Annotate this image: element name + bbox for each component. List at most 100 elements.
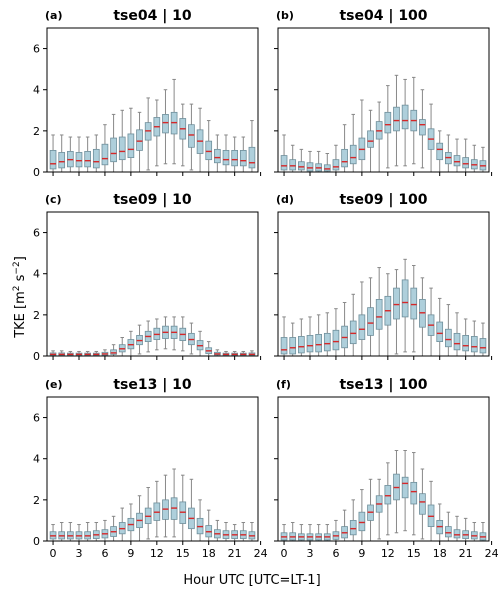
box-4-hour-14 <box>401 258 409 353</box>
box-4-hour-5 <box>323 312 331 357</box>
box-1-hour-0 <box>49 134 57 173</box>
box-5-hour-23 <box>248 521 256 542</box>
box-5-hour-20 <box>222 521 230 542</box>
box-1-hour-9 <box>127 107 135 173</box>
x-tick-label: 21 <box>459 547 473 560</box>
box-4-hour-4 <box>315 314 322 357</box>
box-iqr <box>332 329 340 351</box>
box-iqr <box>332 159 340 171</box>
box-5-hour-6 <box>101 519 109 542</box>
x-tick-label: 12 <box>150 547 164 560</box>
box-3-hour-5 <box>92 350 100 357</box>
box-5-hour-5 <box>92 521 100 542</box>
box-iqr <box>349 144 357 165</box>
x-tick-label: 6 <box>332 547 339 560</box>
box-5-hour-11 <box>144 487 152 540</box>
box-iqr <box>462 157 469 169</box>
box-2-hour-6 <box>332 144 340 173</box>
box-iqr <box>101 143 109 166</box>
box-2-hour-1 <box>289 144 297 173</box>
box-iqr <box>214 148 221 164</box>
box-1-hour-1 <box>58 134 66 173</box>
box-3-hour-3 <box>75 350 83 357</box>
box-6-hour-5 <box>323 524 331 542</box>
box-iqr <box>419 493 426 515</box>
box-iqr <box>358 314 366 340</box>
box-5-hour-13 <box>162 474 169 538</box>
panel-2: (b) tse04 | 100 <box>274 8 493 176</box>
box-1-hour-4 <box>84 136 91 173</box>
y-tick-label: 4 <box>33 268 40 281</box>
box-3-hour-2 <box>67 350 74 357</box>
box-4-hour-2 <box>298 318 305 357</box>
box-5-hour-8 <box>118 507 126 542</box>
box-3-hour-22 <box>239 350 247 357</box>
box-5-hour-14 <box>170 468 178 538</box>
box-6-hour-18 <box>436 503 444 542</box>
axes-frame <box>46 211 259 357</box>
box-iqr <box>445 526 452 538</box>
panel-title: tse04 | 100 <box>339 8 427 24</box>
box-iqr <box>470 336 478 353</box>
box-iqr <box>436 142 444 161</box>
box-2-hour-15 <box>410 76 418 165</box>
box-4-hour-19 <box>445 304 452 357</box>
box-6-hour-7 <box>341 509 348 542</box>
box-6-hour-17 <box>427 480 435 542</box>
box-4-hour-10 <box>367 277 374 357</box>
axes-frame <box>277 27 490 173</box>
box-3-hour-9 <box>127 330 135 357</box>
box-6-hour-14 <box>401 449 409 532</box>
box-4-hour-16 <box>419 277 426 357</box>
box-2-hour-17 <box>427 103 435 173</box>
x-axis-label: Hour UTC [UTC=LT-1] <box>183 573 320 588</box>
box-2-hour-18 <box>436 130 444 173</box>
box-6-hour-4 <box>315 524 322 542</box>
box-1-hour-5 <box>92 134 100 173</box>
box-6-hour-19 <box>445 511 452 542</box>
box-1-hour-19 <box>214 134 221 173</box>
box-2-hour-20 <box>453 138 461 173</box>
box-iqr <box>127 133 135 158</box>
panel-title: tse13 | 10 <box>113 377 192 393</box>
y-axis-label-end: ] <box>13 256 28 261</box>
y-tick-label: 2 <box>33 125 40 138</box>
box-iqr <box>393 287 400 320</box>
y-axis-label-mid: s <box>13 274 28 285</box>
box-iqr <box>92 148 100 169</box>
box-5-hour-17 <box>196 499 204 542</box>
panel-title: tse13 | 100 <box>339 377 427 393</box>
box-4-hour-9 <box>358 281 366 357</box>
box-4-hour-8 <box>349 293 357 357</box>
box-6-hour-15 <box>410 452 418 536</box>
x-tick-label: 3 <box>306 547 313 560</box>
box-2-hour-2 <box>298 148 305 173</box>
box-1-hour-6 <box>101 124 109 173</box>
x-tick-label: 18 <box>433 547 447 560</box>
y-tick-label: 0 <box>33 350 40 363</box>
box-iqr <box>401 476 409 499</box>
box-2-hour-7 <box>341 124 348 173</box>
box-1-hour-23 <box>248 120 256 173</box>
box-iqr <box>298 336 305 354</box>
box-1-hour-16 <box>188 103 195 171</box>
box-1-hour-7 <box>110 113 117 173</box>
box-3-hour-4 <box>84 350 91 357</box>
box-6-hour-23 <box>479 521 487 542</box>
box-iqr <box>384 485 392 505</box>
x-tick-label: 0 <box>281 547 288 560</box>
box-6-hour-0 <box>280 524 288 542</box>
box-4-hour-22 <box>470 320 478 357</box>
box-4-hour-12 <box>384 273 392 357</box>
box-iqr <box>306 335 314 353</box>
box-iqr <box>349 520 357 536</box>
box-iqr <box>323 332 331 352</box>
box-6-hour-2 <box>298 524 305 542</box>
axes-frame <box>277 211 490 357</box>
box-5-hour-10 <box>136 495 143 542</box>
box-iqr <box>84 151 91 168</box>
box-1-hour-18 <box>205 120 213 173</box>
box-2-hour-23 <box>479 146 487 173</box>
